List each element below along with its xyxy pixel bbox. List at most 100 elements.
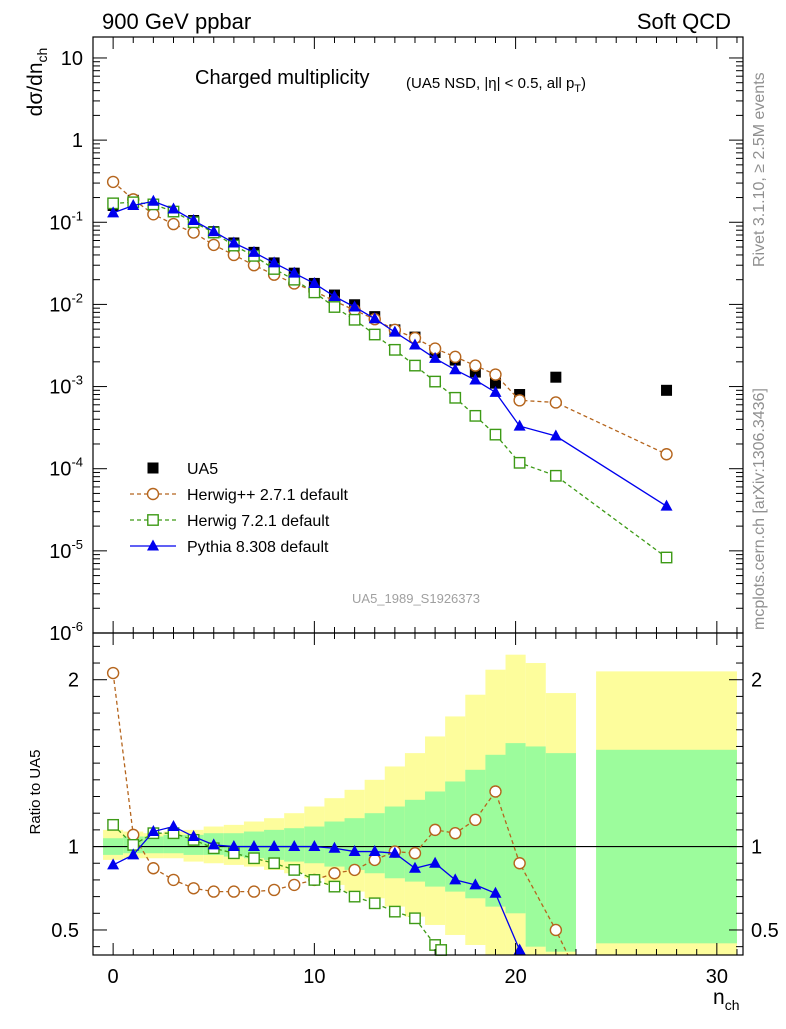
ratio-point — [429, 856, 442, 868]
band-inner-16 — [425, 791, 446, 887]
data-point — [549, 469, 562, 482]
data-point — [167, 217, 180, 231]
legend-entry-herwig-7-2-1-default: Herwig 7.2.1 default — [130, 513, 330, 530]
data-point — [469, 409, 482, 422]
data-point — [247, 245, 260, 257]
data-point — [207, 225, 220, 237]
data-point — [409, 359, 421, 372]
ratio-point — [308, 840, 321, 852]
data-point — [660, 448, 673, 461]
data-point — [127, 198, 140, 210]
ratio-y-tick-label: 1 — [68, 837, 79, 859]
ratio-point — [388, 905, 401, 918]
ratio-point — [388, 846, 401, 858]
ratio-point — [449, 873, 462, 885]
ratio-point — [147, 862, 160, 875]
ratio-series — [106, 666, 569, 956]
data-point — [513, 419, 526, 431]
ratio-point — [408, 847, 422, 860]
data-point — [550, 371, 562, 383]
data-point — [469, 366, 481, 378]
legend-entry-herwig-2-7-1-default: Herwig++ 2.7.1 default — [130, 487, 349, 504]
ratio-line — [112, 825, 523, 956]
data-point — [489, 368, 502, 381]
ratio-point — [227, 840, 240, 852]
main-series-herwig-7-2-1-default — [107, 196, 673, 564]
band-inner-20 — [505, 743, 526, 914]
data-point — [661, 384, 673, 396]
data-point — [288, 266, 301, 278]
data-point — [489, 428, 502, 441]
ratio-point — [409, 912, 421, 925]
x-tick-label: 10 — [303, 966, 325, 988]
band-inner-19 — [485, 754, 506, 907]
ratio-point — [489, 886, 502, 898]
data-point — [348, 313, 361, 326]
ratio-point — [288, 878, 301, 892]
band-inner-15 — [404, 799, 426, 882]
ratio-point — [127, 828, 140, 842]
ratio-point — [267, 883, 281, 897]
ratio-point — [348, 845, 361, 857]
legend-marker — [146, 487, 160, 501]
ratio-y-tick-label-right: 1 — [751, 837, 762, 859]
data-point — [660, 551, 673, 564]
ratio-point — [106, 666, 120, 680]
y-tick-label: 10-5 — [49, 537, 83, 563]
ratio-point — [308, 874, 321, 886]
ratio-y-axis-label: Ratio to UA5 — [27, 749, 44, 834]
y-tick-label: 10-3 — [49, 373, 83, 399]
ratio-point — [167, 873, 180, 887]
ratio-point — [449, 827, 462, 840]
ratio-point — [248, 852, 260, 865]
ratio-point — [469, 878, 482, 890]
data-point — [328, 289, 341, 301]
data-point — [388, 343, 401, 356]
ratio-point — [469, 813, 482, 827]
y-tick-label: 1 — [72, 130, 83, 152]
main-y-axis-label: dσ/dnch — [24, 48, 50, 117]
data-point — [268, 256, 281, 268]
y-tick-label: 10-4 — [49, 455, 83, 481]
legend-label: Herwig++ 2.7.1 default — [187, 487, 349, 504]
legend-entry-ua5: UA5 — [147, 461, 218, 478]
data-point — [449, 350, 462, 364]
ratio-point — [207, 885, 220, 898]
ratio-point — [187, 830, 200, 842]
data-point — [348, 300, 361, 312]
ratio-point — [513, 943, 526, 955]
ratio-series-herwig-7-2-1-default — [107, 818, 448, 956]
data-point — [308, 276, 321, 288]
legend: UA5 Herwig++ 2.7.1 default Herwig 7.2.1 de… — [130, 461, 349, 556]
ratio-point — [268, 857, 281, 870]
data-point — [147, 208, 160, 221]
data-point — [368, 312, 381, 324]
data-point — [368, 328, 381, 341]
data-point — [167, 202, 180, 214]
data-point — [513, 456, 526, 469]
legend-marker — [147, 514, 159, 526]
data-point — [489, 385, 502, 397]
ratio-point — [368, 845, 381, 857]
band-inner-3 — [163, 834, 184, 854]
band-inner-22 — [545, 753, 576, 952]
ratio-y-tick-label: 2 — [68, 670, 79, 692]
ratio-point — [348, 863, 361, 877]
data-point — [107, 206, 120, 218]
ratio-line — [112, 672, 569, 956]
ratio-point — [107, 818, 120, 831]
header-right: Soft QCD — [637, 9, 731, 34]
ratio-point — [549, 923, 563, 937]
ratio-point — [167, 820, 180, 832]
data-point — [147, 194, 160, 206]
data-point — [328, 301, 341, 313]
legend-label: UA5 — [187, 461, 218, 478]
axes: 0 10 20 30 10 1 10-1 10-2 10-3 10-4 10-5 10-6 2 2 1 1 0.… — [49, 36, 779, 988]
data-point — [429, 351, 442, 363]
data-point — [489, 377, 501, 389]
ratio-frame — [92, 632, 744, 956]
legend-label: Pythia 8.308 default — [187, 539, 329, 556]
legend-entry-pythia-8-308-default: Pythia 8.308 default — [130, 539, 329, 556]
y-tick-label: 10-2 — [49, 290, 83, 316]
ratio-point — [107, 858, 120, 870]
